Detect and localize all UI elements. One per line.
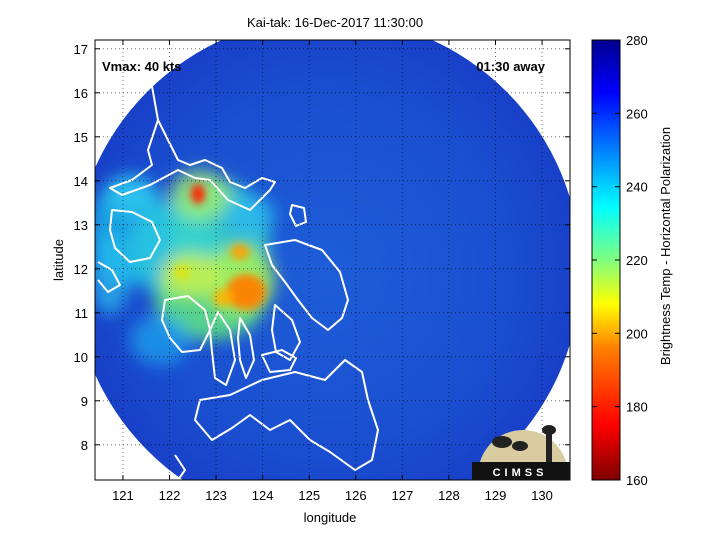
coastline-panay xyxy=(161,295,211,353)
x-tick-label: 124 xyxy=(252,488,274,503)
x-tick-label: 128 xyxy=(438,488,460,503)
y-tick-label: 13 xyxy=(74,218,88,233)
chart-title: Kai-tak: 16-Dec-2017 11:30:00 xyxy=(247,15,423,30)
x-tick-label: 127 xyxy=(392,488,414,503)
colorbar-tick-label: 200 xyxy=(626,326,648,341)
colorbar-tick-label: 160 xyxy=(626,473,648,488)
coastline-negros xyxy=(209,311,236,386)
cold-cores-layer xyxy=(174,184,266,310)
colorbar-tick-label: 240 xyxy=(626,180,648,195)
x-tick-label: 122 xyxy=(159,488,181,503)
x-tick-label: 125 xyxy=(298,488,320,503)
coastline-palawan-tip xyxy=(97,261,121,293)
grid-lines xyxy=(95,40,570,480)
y-tick-label: 16 xyxy=(74,86,88,101)
logo-band xyxy=(472,462,570,480)
vmax-annotation: Vmax: 40 kts xyxy=(102,59,182,74)
coastline-luzon xyxy=(109,74,276,211)
logo-text: CIMSS xyxy=(493,467,548,479)
colorbar-tick-label: 260 xyxy=(626,106,648,121)
coastline-cebu xyxy=(237,317,255,379)
x-tick-label: 129 xyxy=(485,488,507,503)
y-tick-label: 17 xyxy=(74,42,88,57)
logo-dish-left xyxy=(492,436,512,448)
y-axis-ticks: 8 9 10 11 12 13 14 15 16 17 xyxy=(74,42,570,453)
x-tick-label: 126 xyxy=(345,488,367,503)
colorbar-label: Brightness Temp - Horizontal Polarizatio… xyxy=(658,127,673,365)
colorbar-tick-label: 180 xyxy=(626,400,648,415)
coastline-bohol xyxy=(261,349,297,373)
plot-frame xyxy=(94,39,571,481)
colorbar-tick-label: 220 xyxy=(626,253,648,268)
logo-tower-top xyxy=(542,425,556,435)
coastline-samar xyxy=(264,239,349,331)
coastline-layer xyxy=(97,74,379,480)
x-tick-label: 123 xyxy=(205,488,227,503)
cimss-logo: CIMSS xyxy=(472,425,570,480)
coastline-catanduanes xyxy=(289,204,307,227)
colorbar-tick-label: 280 xyxy=(626,33,648,48)
coastline-west-strip xyxy=(174,454,186,480)
y-tick-label: 9 xyxy=(81,394,88,409)
time-offset-annotation: 01:30 away xyxy=(476,59,545,74)
y-tick-label: 10 xyxy=(74,350,88,365)
x-axis-label: longitude xyxy=(304,510,357,525)
y-tick-label: 11 xyxy=(75,306,89,321)
y-tick-label: 8 xyxy=(81,438,88,453)
coastline-leyte xyxy=(271,304,301,361)
x-axis-ticks: 121 122 123 124 125 126 127 128 129 130 xyxy=(112,40,553,503)
y-axis-label: latitude xyxy=(51,239,66,281)
x-tick-label: 130 xyxy=(531,488,553,503)
colorbar-ticks: 160 180 200 220 240 260 280 xyxy=(592,33,648,488)
logo-dish-right xyxy=(512,441,528,451)
y-tick-label: 14 xyxy=(74,174,88,189)
y-tick-label: 15 xyxy=(74,130,88,145)
coastline-mindoro xyxy=(109,209,161,263)
x-tick-label: 121 xyxy=(112,488,134,503)
logo-tower xyxy=(546,432,552,462)
coastline-mindanao xyxy=(194,359,379,471)
y-tick-label: 12 xyxy=(74,262,88,277)
